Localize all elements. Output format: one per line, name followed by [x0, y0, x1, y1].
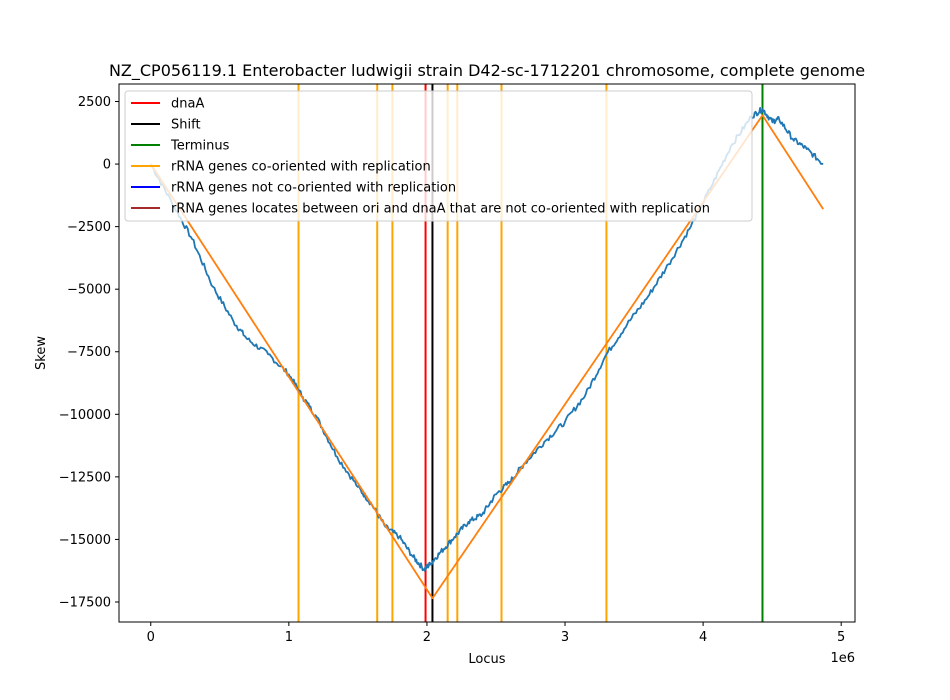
- x-axis-label: Locus: [468, 652, 505, 667]
- y-tick-label: 2500: [78, 95, 111, 110]
- y-tick-label: −12500: [59, 470, 111, 485]
- x-tick-label: 3: [561, 630, 569, 645]
- y-tick-label: 0: [103, 158, 111, 173]
- legend-label: Shift: [171, 118, 201, 133]
- y-axis-ticks: 2500 0 −2500 −5000 −7500 −10000 −12500 −15000 −1…: [59, 95, 119, 610]
- x-tick-label: 2: [423, 630, 431, 645]
- legend: dnaA Shift Terminus rRNA genes co-oriented …: [124, 90, 753, 222]
- y-tick-label: −10000: [59, 408, 111, 423]
- legend-label: rRNA genes co-oriented with replication: [171, 160, 431, 175]
- x-axis-offset-label: 1e6: [830, 651, 855, 666]
- legend-box: [124, 90, 753, 222]
- x-tick-label: 0: [147, 630, 155, 645]
- legend-label: dnaA: [171, 97, 204, 112]
- legend-label: rRNA genes locates between ori and dnaA …: [171, 202, 710, 217]
- series-line-1: [150, 114, 824, 600]
- y-tick-label: −17500: [59, 595, 111, 610]
- y-axis-label: Skew: [34, 336, 49, 370]
- y-tick-label: −15000: [59, 533, 111, 548]
- x-tick-label: 4: [699, 630, 707, 645]
- legend-label: Terminus: [170, 139, 230, 154]
- legend-label: rRNA genes not co-oriented with replicat…: [171, 181, 456, 196]
- x-tick-label: 5: [837, 630, 845, 645]
- y-tick-label: −5000: [67, 283, 111, 298]
- y-tick-label: −7500: [67, 345, 111, 360]
- x-axis-ticks: 0 1 2 3 4 5: [147, 622, 845, 645]
- chart-title: NZ_CP056119.1 Enterobacter ludwigii stra…: [109, 61, 865, 81]
- x-tick-label: 1: [285, 630, 293, 645]
- plot-area-frame: [118, 83, 856, 623]
- y-tick-label: −2500: [67, 220, 111, 235]
